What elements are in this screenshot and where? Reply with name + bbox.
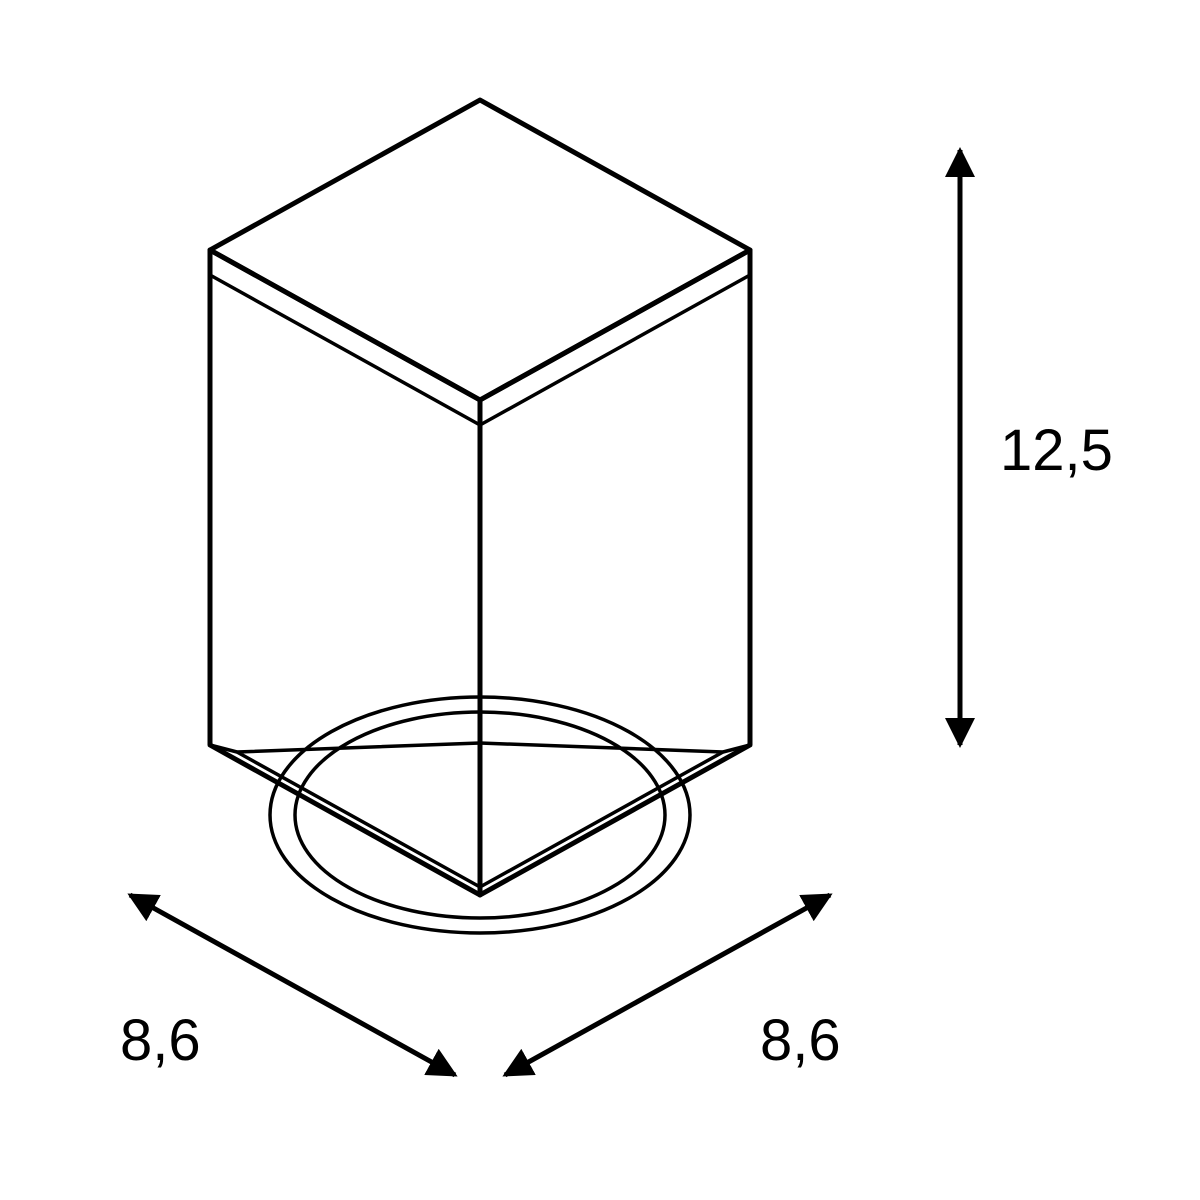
dimension-lines: 12,5 8,6 8,6 bbox=[120, 150, 1113, 1075]
dim-height-label: 12,5 bbox=[1000, 418, 1113, 483]
dimension-diagram: 12,5 8,6 8,6 bbox=[0, 0, 1200, 1200]
cube-outline bbox=[210, 100, 750, 933]
dim-width-left-label: 8,6 bbox=[120, 1008, 201, 1073]
dim-width-right-label: 8,6 bbox=[760, 1008, 841, 1073]
